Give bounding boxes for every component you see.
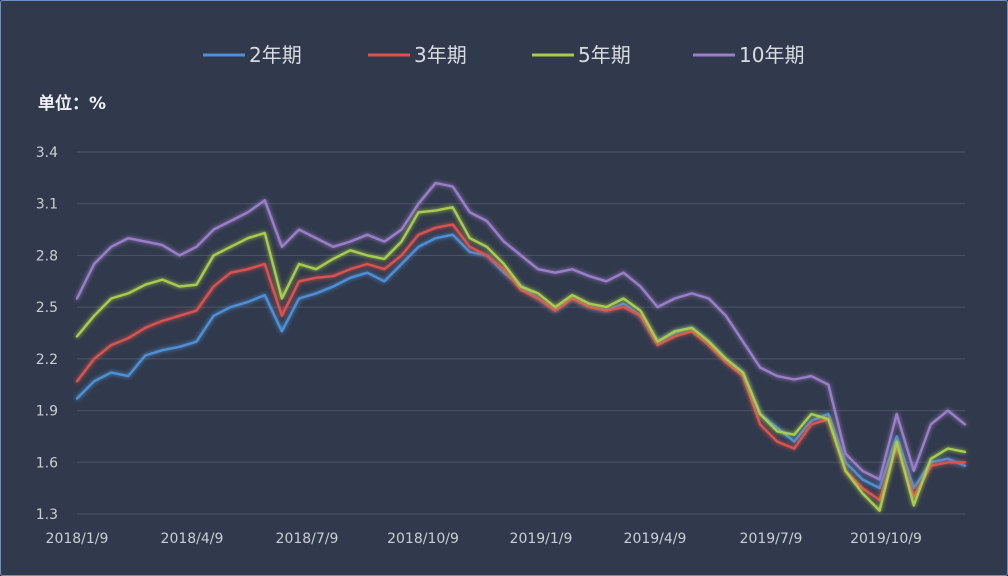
legend-label: 10年期 bbox=[739, 43, 804, 67]
series-line-2 bbox=[75, 205, 967, 512]
legend-label: 3年期 bbox=[414, 43, 467, 67]
series-line-3 bbox=[75, 181, 967, 481]
y-tick-label: 2.5 bbox=[36, 300, 58, 316]
x-tick-label: 2018/7/9 bbox=[276, 531, 339, 547]
series-line-1 bbox=[75, 223, 967, 502]
grid bbox=[77, 151, 965, 515]
unit-label: 单位：% bbox=[38, 93, 106, 114]
x-tick-label: 2018/4/9 bbox=[161, 531, 224, 547]
x-tick-label: 2018/10/9 bbox=[387, 531, 459, 547]
x-tick-label: 2019/1/9 bbox=[510, 531, 573, 547]
x-tick-label: 2018/1/9 bbox=[46, 531, 109, 547]
y-tick-label: 1.3 bbox=[36, 507, 58, 523]
x-axis-ticks: 2018/1/9 2018/4/9 2018/7/9 2018/10/9 2019/1/… bbox=[46, 531, 922, 547]
legend: 2年期 3年期 5年期 10年期 bbox=[203, 43, 804, 67]
legend-label: 5年期 bbox=[578, 43, 631, 67]
x-tick-label: 2019/7/9 bbox=[740, 531, 803, 547]
y-tick-label: 3.1 bbox=[36, 197, 58, 213]
x-tick-label: 2019/10/9 bbox=[850, 531, 922, 547]
y-tick-label: 1.9 bbox=[36, 404, 58, 420]
y-axis-ticks: 1.3 1.6 1.9 2.2 2.5 2.8 3.1 3.4 bbox=[36, 145, 58, 523]
series-lines bbox=[75, 181, 967, 512]
series-line-0 bbox=[75, 233, 967, 490]
y-tick-label: 1.6 bbox=[36, 455, 58, 471]
x-tick-label: 2019/4/9 bbox=[624, 531, 687, 547]
y-tick-label: 3.4 bbox=[36, 145, 58, 161]
legend-label: 2年期 bbox=[249, 43, 302, 67]
y-tick-label: 2.8 bbox=[36, 248, 58, 264]
y-tick-label: 2.2 bbox=[36, 352, 58, 368]
